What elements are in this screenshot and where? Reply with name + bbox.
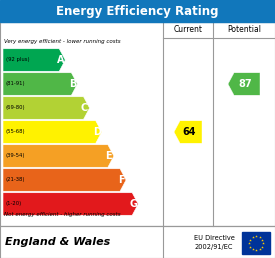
Text: D: D <box>93 127 101 137</box>
Polygon shape <box>3 121 102 143</box>
Text: G: G <box>129 199 137 209</box>
Text: F: F <box>118 175 124 185</box>
Polygon shape <box>3 73 77 95</box>
Text: A: A <box>56 55 64 65</box>
Bar <box>0 226 275 258</box>
Text: Energy Efficiency Rating: Energy Efficiency Rating <box>56 4 219 18</box>
Text: (39-54): (39-54) <box>6 154 26 158</box>
Polygon shape <box>3 97 90 119</box>
Text: (21-38): (21-38) <box>6 178 26 182</box>
Text: Very energy efficient - lower running costs: Very energy efficient - lower running co… <box>4 39 121 44</box>
Text: 2002/91/EC: 2002/91/EC <box>195 244 233 250</box>
Text: Potential: Potential <box>227 26 261 35</box>
Polygon shape <box>3 193 138 215</box>
Bar <box>242 232 270 254</box>
Text: E: E <box>106 151 112 161</box>
Text: England & Wales: England & Wales <box>5 237 110 247</box>
Polygon shape <box>228 73 260 95</box>
Text: 64: 64 <box>183 127 196 137</box>
Text: Not energy efficient - higher running costs: Not energy efficient - higher running co… <box>4 212 121 217</box>
Polygon shape <box>3 145 114 167</box>
Text: (1-20): (1-20) <box>6 201 22 206</box>
Text: 87: 87 <box>239 79 252 89</box>
Text: C: C <box>81 103 88 113</box>
Text: (55-68): (55-68) <box>6 130 26 134</box>
Bar <box>0 0 275 22</box>
Polygon shape <box>174 121 202 143</box>
Text: Current: Current <box>174 26 202 35</box>
Text: EU Directive: EU Directive <box>194 235 234 241</box>
Polygon shape <box>3 169 126 191</box>
Text: (81-91): (81-91) <box>6 82 26 86</box>
Text: (69-80): (69-80) <box>6 106 26 110</box>
Text: (92 plus): (92 plus) <box>6 58 30 62</box>
Bar <box>0 22 275 226</box>
Polygon shape <box>3 49 65 71</box>
Text: B: B <box>69 79 76 89</box>
